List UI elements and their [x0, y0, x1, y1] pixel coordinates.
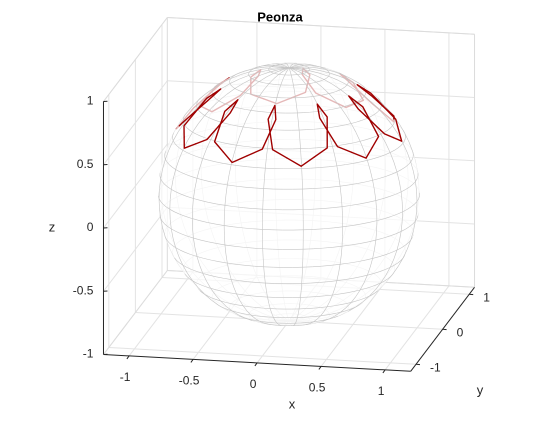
- z-axis-label: z: [49, 219, 56, 234]
- x-tick-label: -0.5: [179, 374, 200, 388]
- z-tick-label: 0: [87, 220, 94, 234]
- x-tick-label: -1: [120, 370, 131, 384]
- z-tick-label: -0.5: [73, 283, 94, 297]
- y-tick-label: 1: [483, 290, 490, 304]
- x-tick-label: 0: [250, 377, 257, 391]
- chart-title: Peonza: [257, 9, 303, 24]
- x-tick-label: 0.5: [309, 381, 326, 395]
- x-axis-label: x: [289, 396, 296, 411]
- z-tick-label: 0.5: [77, 157, 94, 171]
- y-axis-label: y: [477, 382, 484, 397]
- y-tick-label: 0: [457, 325, 464, 339]
- z-tick-label: -1: [83, 347, 94, 361]
- y-tick-label: -1: [430, 360, 441, 374]
- z-tick-label: 1: [87, 94, 94, 108]
- x-tick-label: 1: [378, 384, 385, 398]
